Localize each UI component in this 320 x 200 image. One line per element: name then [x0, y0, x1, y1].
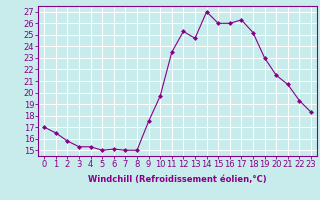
X-axis label: Windchill (Refroidissement éolien,°C): Windchill (Refroidissement éolien,°C)	[88, 175, 267, 184]
